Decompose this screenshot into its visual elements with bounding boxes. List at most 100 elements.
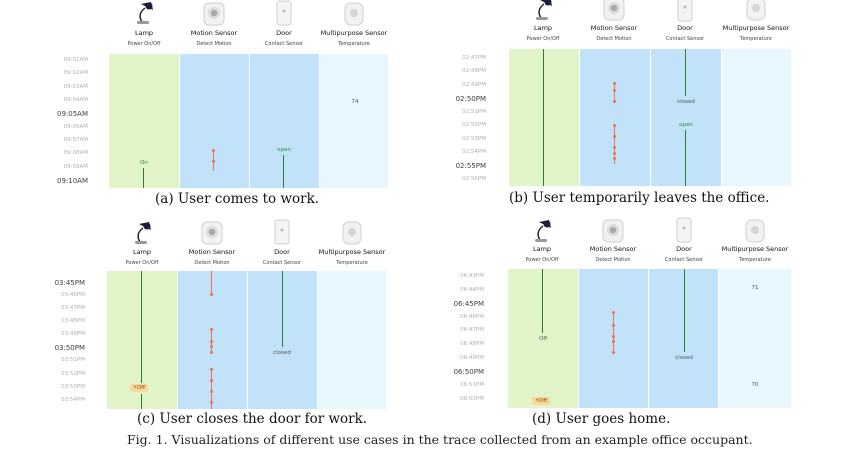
device-name-door: Door bbox=[677, 24, 693, 32]
lamp-off-badge: ⚡Off bbox=[130, 384, 148, 392]
motion-marker bbox=[212, 148, 216, 152]
multipurpose-sensor-icon bbox=[745, 219, 765, 243]
temperature-value: 70 bbox=[751, 382, 759, 388]
lamp-icon bbox=[536, 0, 552, 20]
time-label: 02:55PM bbox=[455, 162, 486, 170]
figure-caption: Fig. 1. Visualizations of different use … bbox=[127, 432, 753, 447]
time-label: 09:01AM bbox=[63, 57, 88, 63]
device-sub-door: Contact Sensor bbox=[264, 41, 304, 47]
device-sub-motion: Detect Motion bbox=[194, 260, 230, 266]
time-label: 09:04AM bbox=[63, 97, 88, 103]
motion-marker bbox=[612, 339, 616, 343]
time-label: 09:09AM bbox=[63, 164, 88, 170]
time-label: 06:46PM bbox=[460, 314, 484, 320]
device-name-lamp: Lamp bbox=[533, 24, 553, 32]
device-sub-lamp: Power On/Off bbox=[526, 36, 560, 42]
motion-marker bbox=[210, 350, 214, 354]
time-label: 03:47PM bbox=[61, 305, 85, 311]
motion-marker bbox=[210, 378, 214, 382]
lamp-off-label: Off bbox=[538, 398, 547, 404]
door-column bbox=[250, 54, 319, 188]
door-open-label: open bbox=[277, 147, 291, 153]
motion-sensor-icon bbox=[203, 2, 225, 26]
motion-event bbox=[211, 368, 213, 409]
door-open-label: open bbox=[679, 122, 693, 128]
motion-sensor-icon bbox=[201, 221, 223, 245]
time-label: 03:46PM bbox=[61, 292, 85, 298]
lamp-on-event bbox=[141, 394, 143, 409]
time-label: 03:54PM bbox=[61, 397, 85, 403]
multipurpose-column bbox=[320, 54, 388, 188]
motion-marker bbox=[613, 145, 617, 149]
device-sub-multipurpose: Temperature bbox=[739, 257, 771, 263]
motion-marker bbox=[613, 151, 617, 155]
multipurpose-sensor-icon bbox=[342, 221, 362, 245]
motion-event bbox=[614, 82, 616, 102]
motion-marker bbox=[612, 323, 616, 327]
time-label: 02:47PM bbox=[462, 55, 486, 61]
time-label: 02:52PM bbox=[462, 122, 486, 128]
time-label: 03:53PM bbox=[61, 384, 85, 390]
device-sub-multipurpose: Temperature bbox=[740, 36, 772, 42]
multipurpose-column bbox=[719, 269, 791, 408]
motion-marker bbox=[613, 134, 617, 138]
door-column bbox=[649, 269, 718, 408]
panel-caption: (a) User comes to work. bbox=[155, 191, 320, 207]
motion-event bbox=[211, 271, 213, 295]
panel-caption: (b) User temporarily leaves the office. bbox=[509, 190, 770, 206]
lamp-on-event bbox=[141, 271, 143, 383]
time-label: 06:43PM bbox=[460, 273, 484, 279]
panel-caption: (d) User goes home. bbox=[532, 411, 671, 427]
lamp-on-event bbox=[542, 269, 544, 333]
time-label: 06:45PM bbox=[453, 300, 484, 308]
multipurpose-column bbox=[318, 271, 386, 409]
motion-sensor-icon bbox=[602, 219, 624, 243]
device-name-door: Door bbox=[276, 29, 292, 37]
door-closed-label: closed bbox=[675, 355, 693, 361]
device-sub-lamp: Power On/Off bbox=[125, 260, 159, 266]
motion-sensor-icon bbox=[603, 0, 625, 21]
motion-marker bbox=[210, 292, 214, 296]
device-sub-motion: Detect Motion bbox=[595, 257, 631, 263]
time-label: 02:50PM bbox=[455, 95, 486, 103]
multipurpose-column bbox=[722, 49, 791, 186]
motion-marker bbox=[210, 339, 214, 343]
device-name-multipurpose: Multipurpose Sensor bbox=[318, 248, 386, 256]
device-name-multipurpose: Multipurpose Sensor bbox=[320, 29, 388, 37]
motion-event bbox=[613, 311, 615, 353]
panel-d: Lamp Power On/Off Motion Sensor Detect M… bbox=[0, 0, 791, 427]
door-closed-label: closed bbox=[273, 350, 291, 356]
door-open-event bbox=[283, 155, 285, 188]
time-label: 02:49PM bbox=[462, 82, 486, 88]
device-sub-lamp: Power On/Off bbox=[127, 41, 161, 47]
time-label: 03:49PM bbox=[61, 331, 85, 337]
time-label: 02:48PM bbox=[462, 68, 486, 74]
motion-marker bbox=[613, 99, 617, 103]
motion-marker bbox=[613, 88, 617, 92]
time-label: 06:47PM bbox=[460, 327, 484, 333]
lamp-on-label: On bbox=[140, 160, 148, 166]
device-sub-motion: Detect Motion bbox=[196, 41, 232, 47]
time-label: 03:51PM bbox=[61, 357, 85, 363]
motion-marker bbox=[613, 123, 617, 127]
device-name-motion: Motion Sensor bbox=[589, 245, 637, 253]
time-label: 09:06AM bbox=[63, 124, 88, 130]
motion-marker bbox=[210, 327, 214, 331]
motion-column bbox=[180, 54, 249, 188]
time-label: 02:53PM bbox=[462, 136, 486, 142]
motion-marker bbox=[210, 400, 214, 404]
time-label: 03:52PM bbox=[61, 371, 85, 377]
lamp-icon bbox=[137, 2, 153, 24]
temperature-value: 71 bbox=[751, 285, 759, 291]
device-name-motion: Motion Sensor bbox=[188, 248, 236, 256]
motion-marker bbox=[210, 344, 214, 348]
device-sub-multipurpose: Temperature bbox=[338, 41, 370, 47]
multipurpose-sensor-icon bbox=[344, 2, 364, 26]
motion-event bbox=[614, 124, 616, 164]
motion-marker bbox=[612, 334, 616, 338]
time-label: 09:02AM bbox=[63, 70, 88, 76]
lamp-off-label: Off bbox=[538, 336, 548, 342]
device-name-motion: Motion Sensor bbox=[190, 29, 238, 37]
time-label: 03:50PM bbox=[54, 344, 85, 352]
device-sub-lamp: Power On/Off bbox=[525, 257, 559, 263]
